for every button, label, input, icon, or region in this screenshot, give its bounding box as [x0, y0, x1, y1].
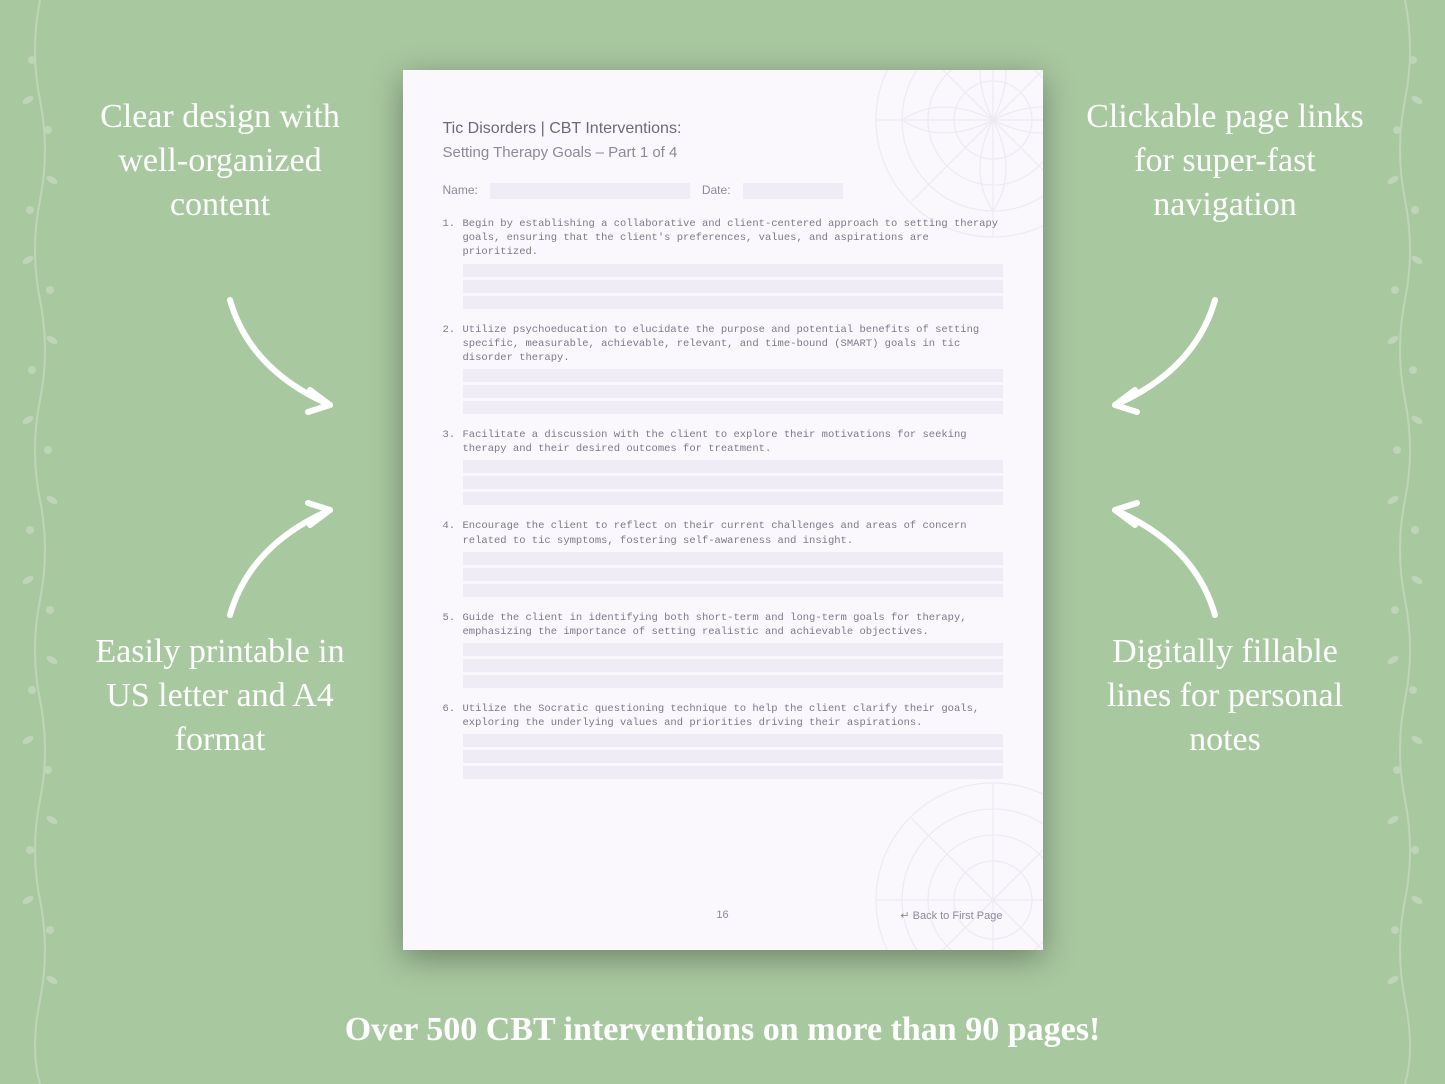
page-footer: 16 ↵ Back to First Page — [443, 909, 1003, 922]
arrow-tr — [1085, 290, 1235, 430]
name-field[interactable] — [490, 183, 690, 199]
worksheet-item: 1.Begin by establishing a collaborative … — [443, 217, 1003, 309]
item-number: 4. — [443, 519, 457, 547]
item-number: 1. — [443, 217, 457, 260]
item-number: 3. — [443, 428, 457, 456]
item-number: 6. — [443, 702, 457, 730]
arrow-bl — [210, 485, 360, 625]
name-date-row: Name: Date: — [443, 183, 1003, 199]
fillable-lines[interactable] — [463, 643, 1003, 688]
item-number: 5. — [443, 611, 457, 639]
document-page: Tic Disorders | CBT Interventions: Setti… — [403, 70, 1043, 950]
item-text: Utilize the Socratic questioning techniq… — [463, 702, 1003, 730]
item-text: Facilitate a discussion with the client … — [463, 428, 1003, 456]
mandala-decoration-bottom — [863, 770, 1043, 950]
callout-top-left: Clear design with well-organized content — [80, 95, 360, 228]
fillable-lines[interactable] — [463, 460, 1003, 505]
fillable-lines[interactable] — [463, 734, 1003, 779]
back-to-first-link[interactable]: ↵ Back to First Page — [900, 909, 1002, 922]
worksheet-item: 6.Utilize the Socratic questioning techn… — [443, 702, 1003, 779]
item-number: 2. — [443, 323, 457, 366]
fillable-lines[interactable] — [463, 552, 1003, 597]
item-text: Begin by establishing a collaborative an… — [463, 217, 1003, 260]
worksheet-item: 3.Facilitate a discussion with the clien… — [443, 428, 1003, 505]
arrow-tl — [210, 290, 360, 430]
page-subheading: Setting Therapy Goals – Part 1 of 4 — [443, 144, 1003, 161]
fillable-lines[interactable] — [463, 264, 1003, 309]
page-heading: Tic Disorders | CBT Interventions: — [443, 120, 1003, 138]
callout-top-right: Clickable page links for super-fast navi… — [1085, 95, 1365, 228]
date-label: Date: — [702, 183, 731, 199]
callout-bottom-left: Easily printable in US letter and A4 for… — [80, 630, 360, 763]
item-text: Guide the client in identifying both sho… — [463, 611, 1003, 639]
fillable-lines[interactable] — [463, 369, 1003, 414]
item-text: Encourage the client to reflect on their… — [463, 519, 1003, 547]
tagline: Over 500 CBT interventions on more than … — [0, 1011, 1445, 1049]
worksheet-item: 5.Guide the client in identifying both s… — [443, 611, 1003, 688]
arrow-br — [1085, 485, 1235, 625]
name-label: Name: — [443, 183, 478, 199]
page-number: 16 — [716, 909, 728, 921]
callout-bottom-right: Digitally fillable lines for personal no… — [1085, 630, 1365, 763]
vine-border-right — [1375, 0, 1435, 1084]
item-text: Utilize psychoeducation to elucidate the… — [463, 323, 1003, 366]
worksheet-item: 2.Utilize psychoeducation to elucidate t… — [443, 323, 1003, 415]
vine-border-left — [10, 0, 70, 1084]
date-field[interactable] — [743, 183, 843, 199]
worksheet-item: 4.Encourage the client to reflect on the… — [443, 519, 1003, 596]
